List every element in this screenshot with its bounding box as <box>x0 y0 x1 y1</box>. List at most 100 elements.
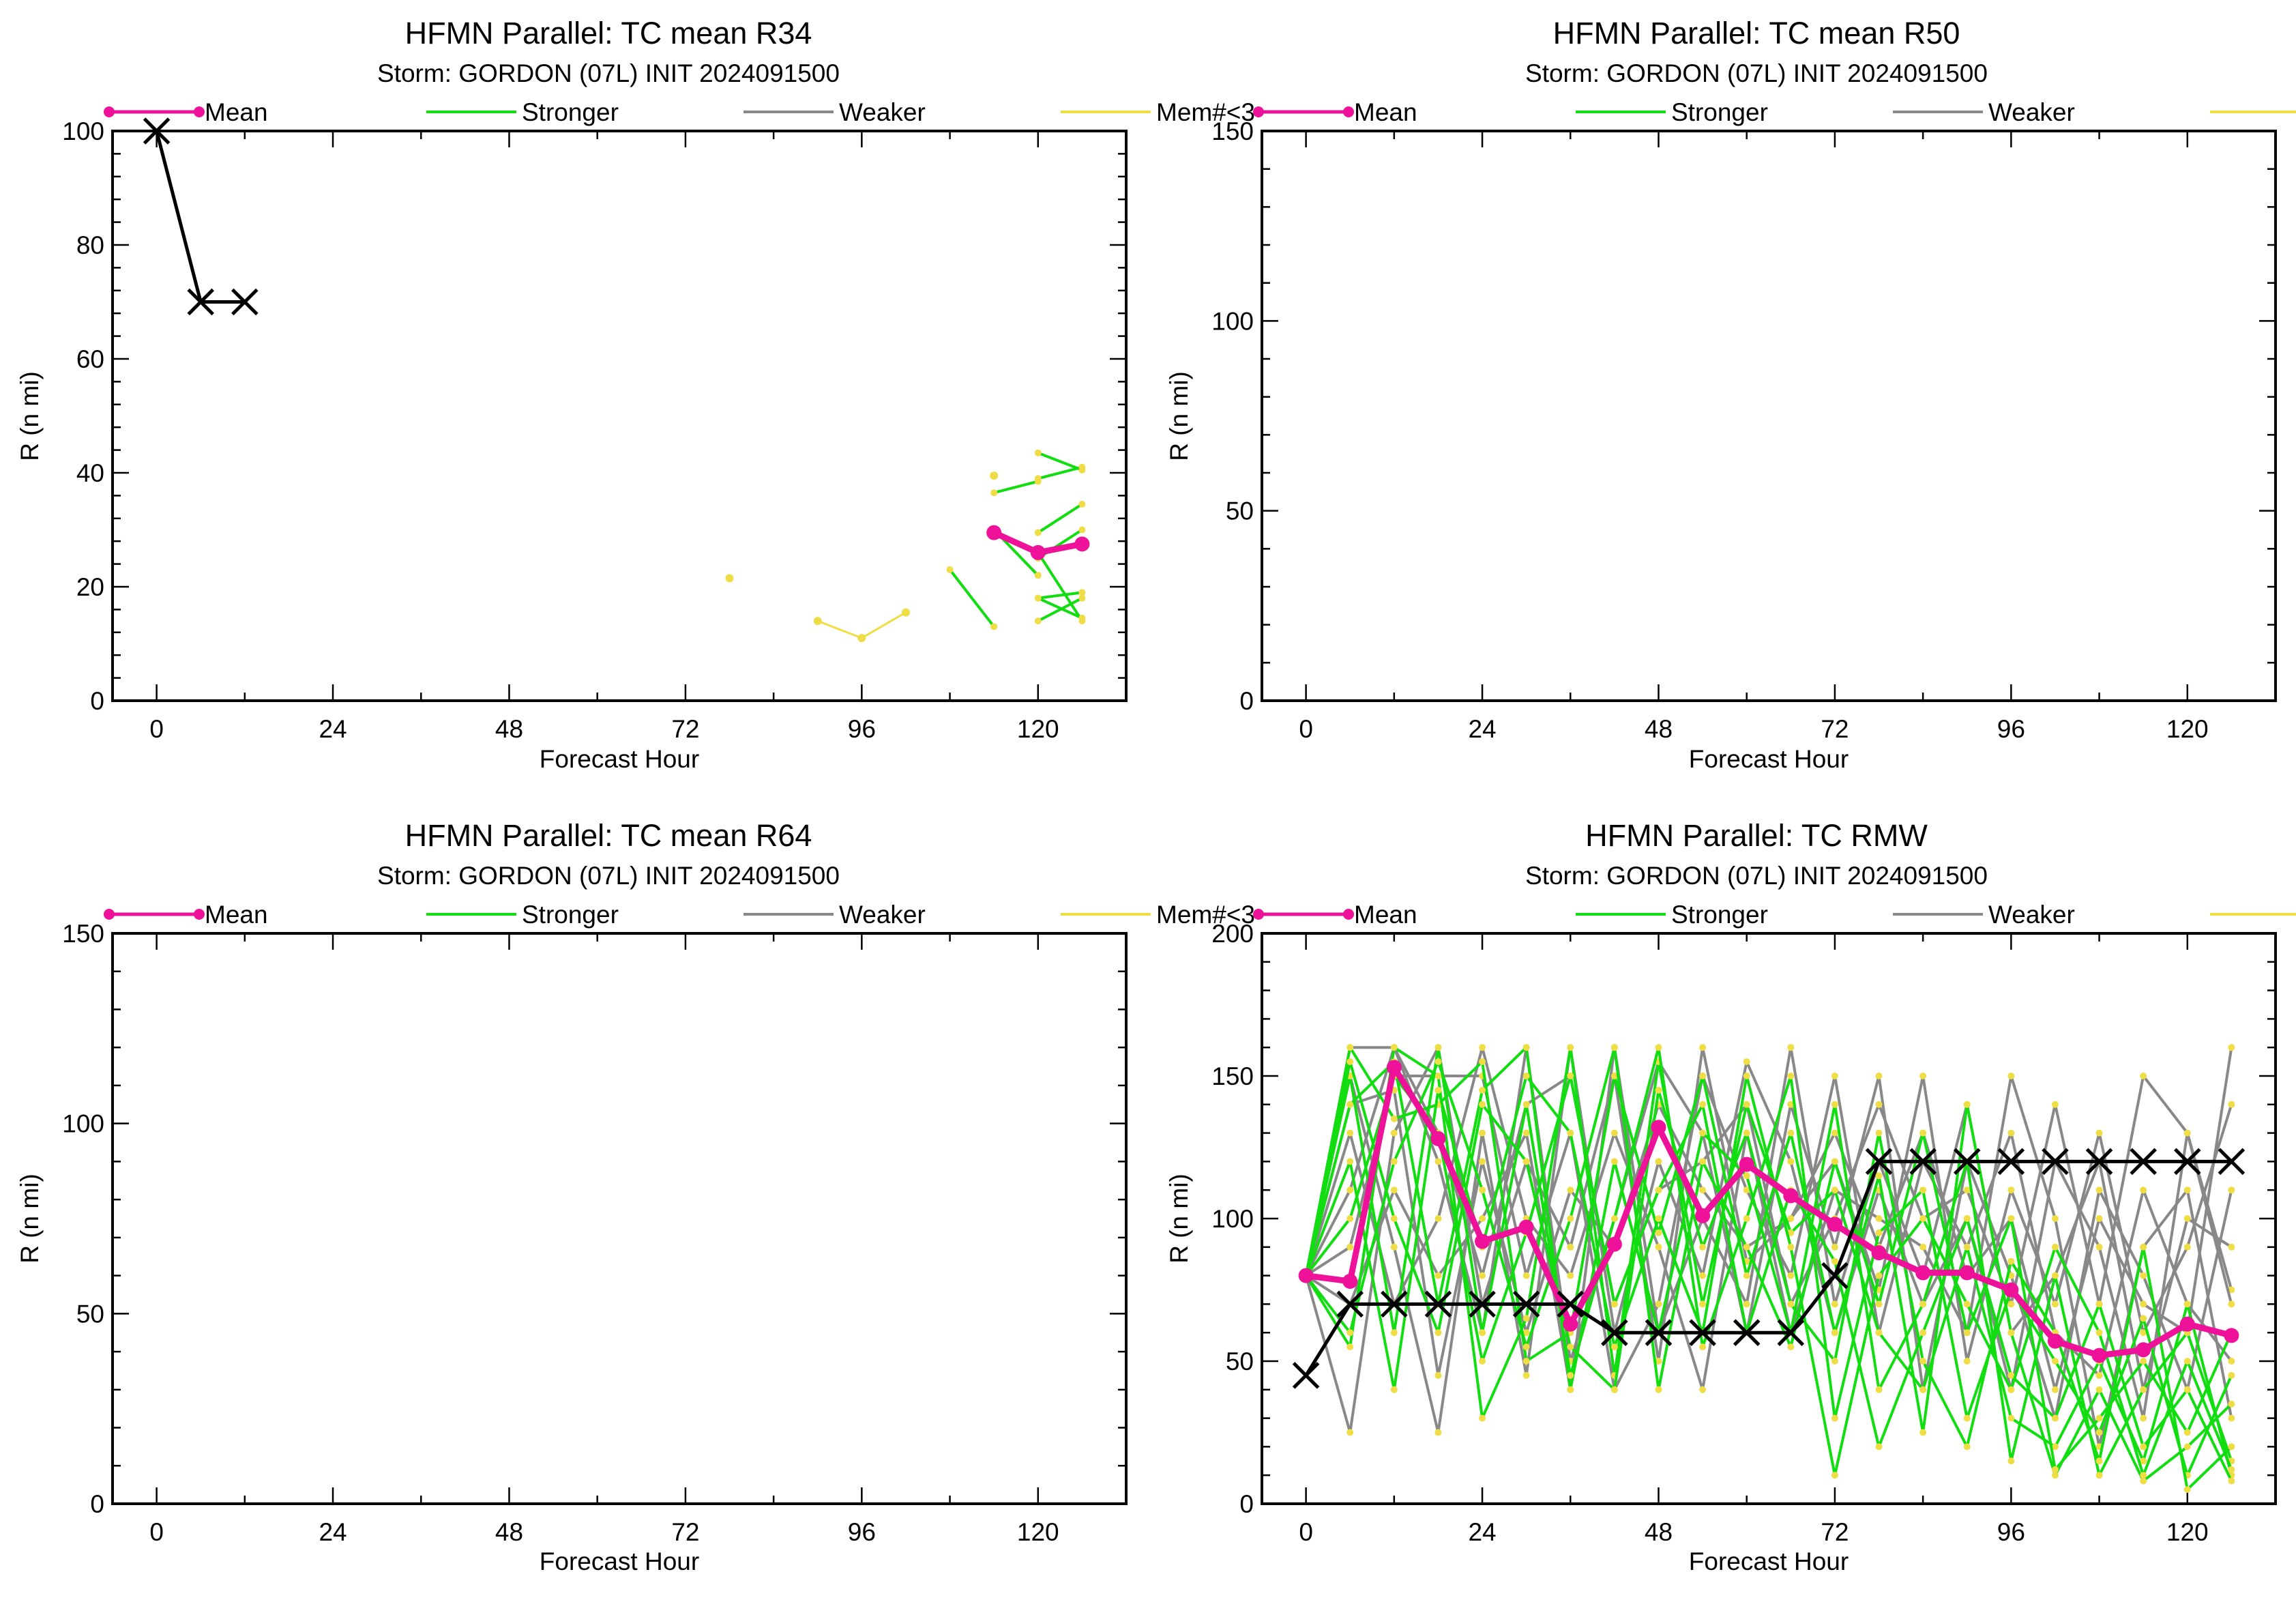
stronger-member-line-point <box>2051 1414 2059 1422</box>
weaker-member-line-point <box>2140 1414 2147 1422</box>
weaker-member-line-point <box>2140 1186 2147 1194</box>
stronger-member-line-point <box>1567 1215 1574 1222</box>
weaker-member-line-point <box>1655 1158 1662 1165</box>
stronger-member-line-point <box>1831 1257 1838 1265</box>
stronger-member-line-point <box>1078 463 1086 471</box>
stronger-member-line-point <box>1034 449 1042 456</box>
weaker-member-line-point <box>1434 1272 1442 1279</box>
plot-frame <box>111 932 1128 1505</box>
weaker-member-line-point <box>1787 1044 1795 1051</box>
mean-line-point <box>2136 1342 2151 1358</box>
weaker-member-line <box>1304 1047 2233 1391</box>
observed-marker <box>1821 1262 1849 1290</box>
mean-line-point <box>1030 544 1046 560</box>
stronger-member-line-point <box>2095 1429 2103 1436</box>
stronger-member-line-point <box>1567 1343 1574 1351</box>
legend-label: Weaker <box>839 901 926 929</box>
weaker-member-line-point <box>1831 1300 1838 1308</box>
weaker-member-line-point <box>1434 1371 1442 1379</box>
mean-line-point <box>1563 1316 1578 1332</box>
stronger-member-line-point <box>1522 1158 1530 1165</box>
stronger-member-line-point <box>1390 1158 1398 1165</box>
x-tick-label: 48 <box>495 715 523 743</box>
weaker-member-line-point <box>1875 1073 1883 1079</box>
mean-line-point <box>1074 536 1090 552</box>
y-tick-label: 150 <box>1211 117 1254 145</box>
stronger-member-line-point <box>1479 1329 1486 1337</box>
weaker-member-line-point <box>1567 1243 1574 1251</box>
weaker-member-line-point <box>1567 1186 1574 1194</box>
weaker-member-line-point <box>1699 1272 1707 1279</box>
chart-title: HFMN Parallel: TC mean R64 <box>405 818 812 853</box>
stronger-member-line-point <box>1699 1101 1707 1108</box>
stronger-member-line-point <box>1831 1158 1838 1165</box>
stronger-member-line-point <box>1610 1073 1618 1079</box>
stronger-member-line-point <box>2140 1477 2147 1485</box>
x-tick-label: 96 <box>848 1518 876 1546</box>
mean-line-point <box>2091 1348 2107 1363</box>
stronger-member-line <box>1037 465 1083 480</box>
stronger-member-line-point <box>2007 1329 2015 1337</box>
x-tick-label: 96 <box>1997 1518 2025 1546</box>
stronger-member-line-point <box>1655 1386 1662 1393</box>
observed-marker-stroke <box>1557 1290 1585 1318</box>
x-axis-label: Forecast Hour <box>1689 1547 1849 1575</box>
observed-marker <box>1733 1319 1761 1346</box>
stronger-member-line-point <box>1479 1358 1486 1365</box>
stronger-member-line-point <box>1875 1300 1883 1308</box>
mean-line <box>1306 1064 2233 1359</box>
weaker-member-line-point <box>1434 1215 1442 1222</box>
weaker-member-line-point <box>2007 1186 2015 1194</box>
stronger-member-line-point <box>1743 1129 1750 1137</box>
y-tick-label: 40 <box>76 459 104 487</box>
observed-marker <box>1512 1290 1540 1318</box>
stronger-member-line-point <box>1034 475 1042 482</box>
stronger-member-line-point <box>1875 1229 1883 1236</box>
stronger-member-line-point <box>1610 1386 1618 1393</box>
weaker-member-line-point <box>2007 1073 2015 1079</box>
y-axis-label: R (n mi) <box>16 371 44 461</box>
stronger-member-line-point <box>2228 1477 2235 1485</box>
observed-marker <box>1777 1319 1805 1346</box>
stronger-member-line-point <box>1831 1414 1838 1422</box>
weaker-member-line-point <box>1831 1243 1838 1251</box>
weaker-member-line-point <box>1919 1243 1927 1251</box>
legend-marker <box>194 106 205 117</box>
x-tick-label: 96 <box>848 715 876 743</box>
legend-item: Weaker <box>1893 901 2075 929</box>
stronger-member-line-point <box>2183 1443 2191 1451</box>
mean-line-point <box>1871 1245 1887 1261</box>
stronger-member-line-point <box>1919 1386 1927 1393</box>
weaker-member-line-point <box>1655 1243 1662 1251</box>
weaker-member-line-point <box>2228 1044 2235 1051</box>
y-tick-label: 20 <box>76 573 104 601</box>
observed-marker <box>1557 1290 1585 1318</box>
chart-panel-r50: HFMN Parallel: TC mean R50 Storm: GORDON… <box>1165 16 2296 773</box>
weaker-member-line-point <box>1699 1386 1707 1393</box>
stronger-member-line-point <box>2140 1243 2147 1251</box>
stronger-member-line-point <box>1610 1044 1618 1051</box>
weaker-member-line-point <box>2228 1300 2235 1308</box>
stronger-member-line-point <box>1034 617 1042 625</box>
observed-marker-stroke <box>1336 1290 1364 1318</box>
observed-marker <box>2218 1148 2246 1176</box>
weaker-member-line-point <box>2140 1329 2147 1337</box>
weaker-member-line-point <box>2007 1129 2015 1137</box>
stronger-member-line-point <box>1699 1129 1707 1137</box>
stronger-member-line-point <box>1522 1101 1530 1108</box>
weaker-member-line-point <box>2183 1215 2191 1222</box>
x-tick-label: 24 <box>1468 1518 1496 1546</box>
stronger-member-line-point <box>990 623 998 630</box>
stronger-member-line-point <box>2051 1472 2059 1479</box>
stronger-member-line <box>1037 551 1084 622</box>
few-members-line-point <box>813 617 822 626</box>
stronger-member-line-point <box>1522 1343 1530 1351</box>
stronger-member-line <box>1305 1046 2233 1471</box>
stronger-member-line-point <box>2140 1358 2147 1365</box>
observed-marker-stroke <box>2085 1148 2113 1176</box>
stronger-member-line-point <box>2007 1371 2015 1379</box>
observed-marker <box>2042 1148 2069 1176</box>
stronger-member-line-point <box>1787 1129 1795 1137</box>
mean-line-point <box>1959 1265 1975 1281</box>
weaker-member-line-point <box>1699 1186 1707 1194</box>
